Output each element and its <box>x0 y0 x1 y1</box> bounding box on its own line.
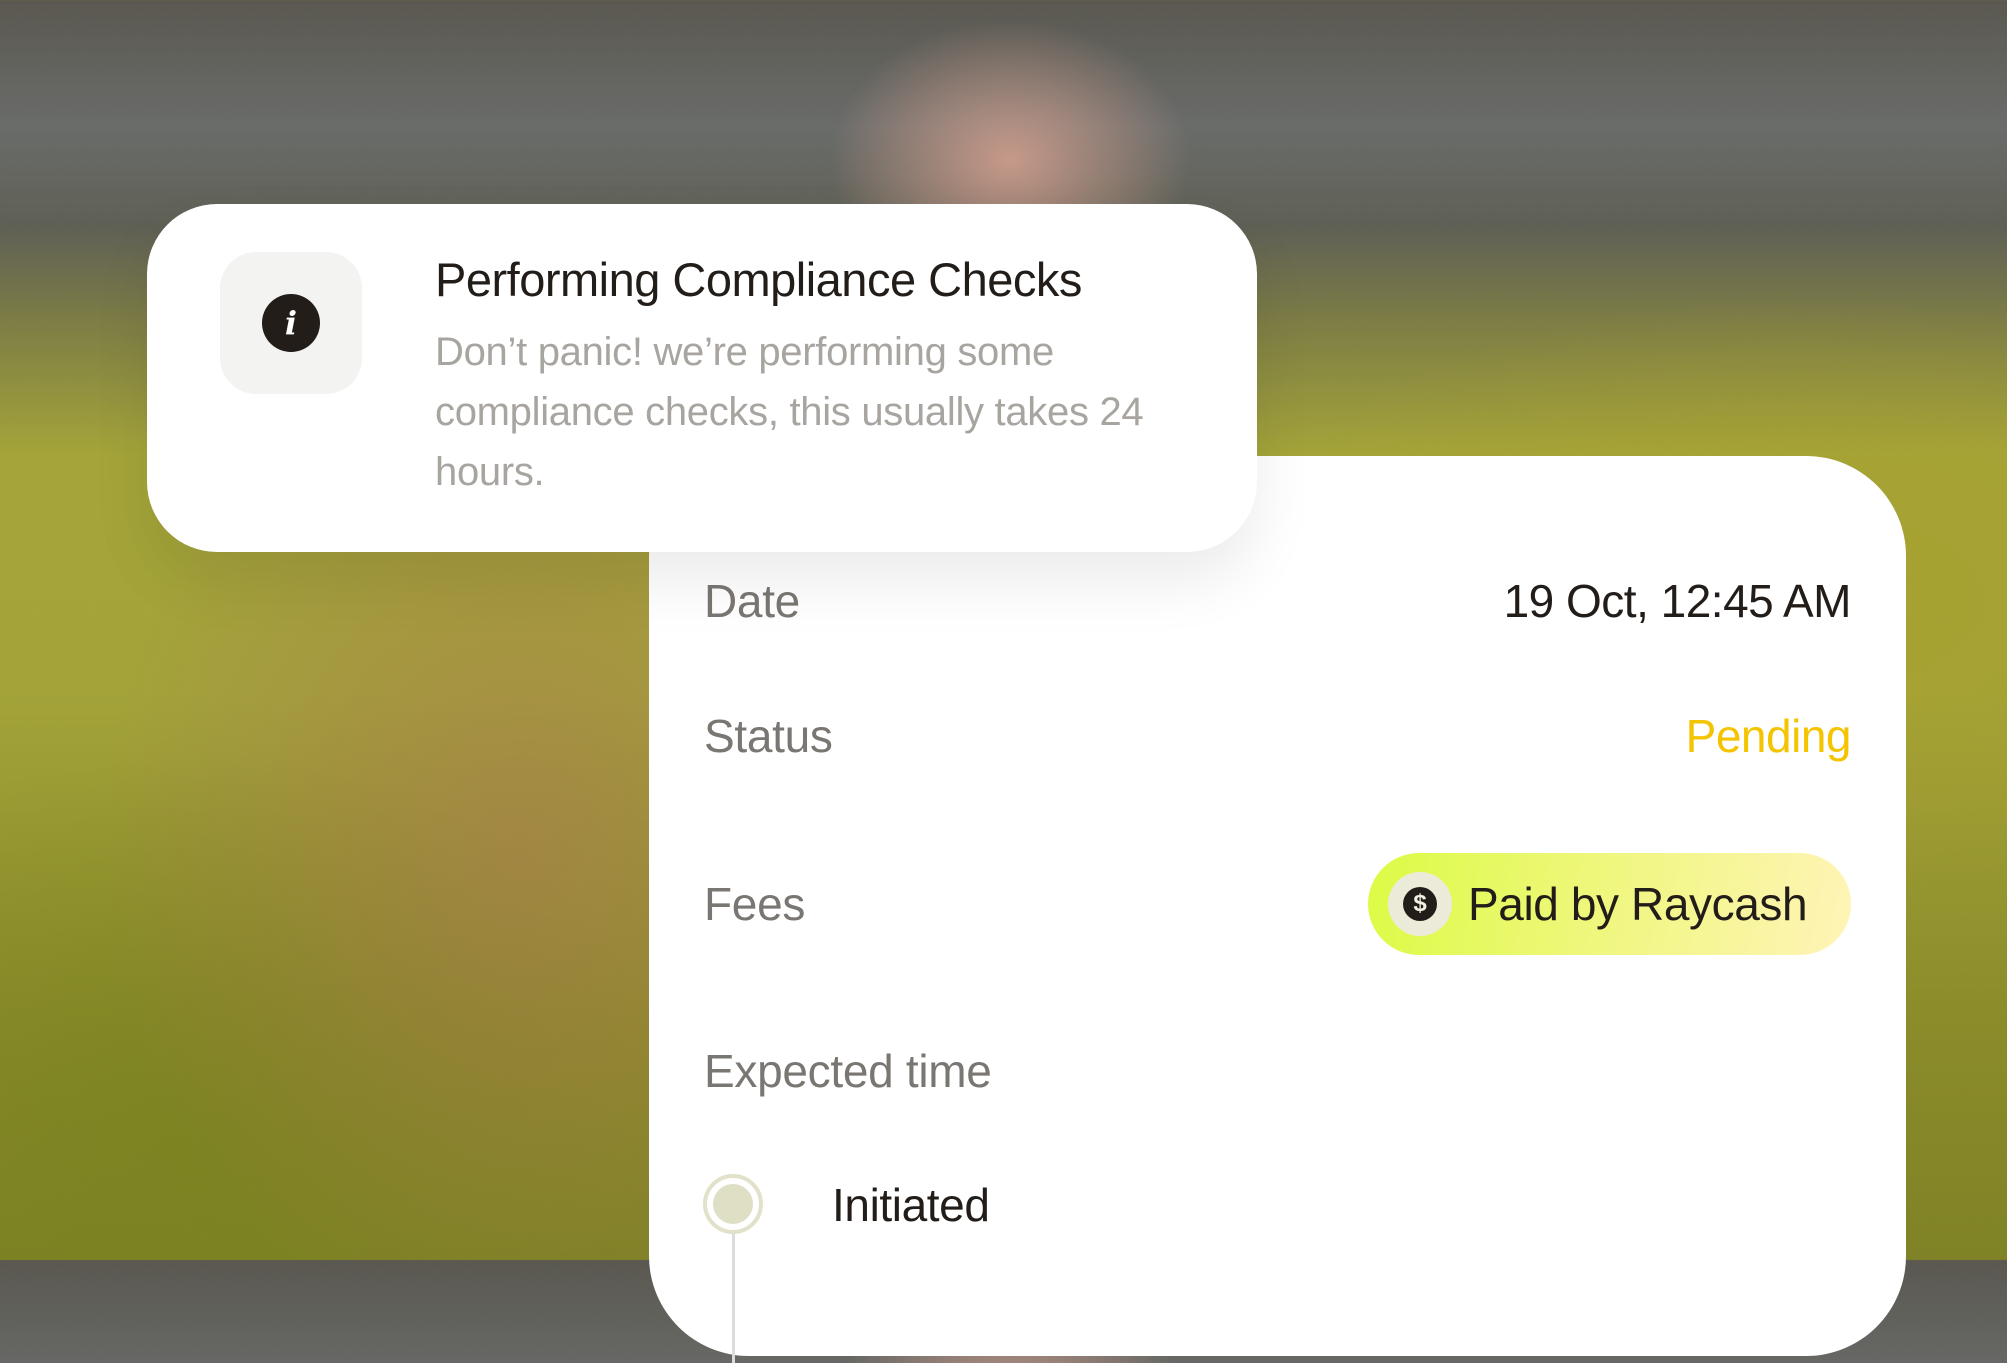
fees-label: Fees <box>704 878 806 930</box>
timeline-step-initiated: Initiated <box>832 1179 990 1231</box>
transaction-details-card: Date 19 Oct, 12:45 AM Status Pending Fee… <box>649 456 1906 1363</box>
dollar-coin-icon: $ <box>1388 872 1452 936</box>
info-icon: i <box>262 294 320 352</box>
notification-title: Performing Compliance Checks <box>435 253 1082 306</box>
expected-time-label: Expected time <box>704 1045 992 1097</box>
compliance-notification: i Performing Compliance Checks Don’t pan… <box>147 204 1257 552</box>
fees-pill: $ Paid by Raycash <box>1368 853 1851 955</box>
notification-message: Don’t panic! we’re performing some compl… <box>435 330 1144 494</box>
timeline-dot-icon <box>703 1174 763 1234</box>
status-badge: Pending <box>1685 710 1852 762</box>
status-row: Status Pending <box>704 686 1852 786</box>
status-label: Status <box>704 710 833 762</box>
info-icon-container: i <box>220 252 362 394</box>
expected-time-row: Expected time <box>704 1021 1851 1121</box>
timeline-connector <box>732 1233 735 1363</box>
date-label: Date <box>704 575 800 627</box>
date-value: 19 Oct, 12:45 AM <box>1503 575 1852 627</box>
fees-row: Fees $ Paid by Raycash <box>704 853 1851 955</box>
date-row: Date 19 Oct, 12:45 AM <box>704 551 1852 651</box>
fees-value: Paid by Raycash <box>1468 878 1808 930</box>
